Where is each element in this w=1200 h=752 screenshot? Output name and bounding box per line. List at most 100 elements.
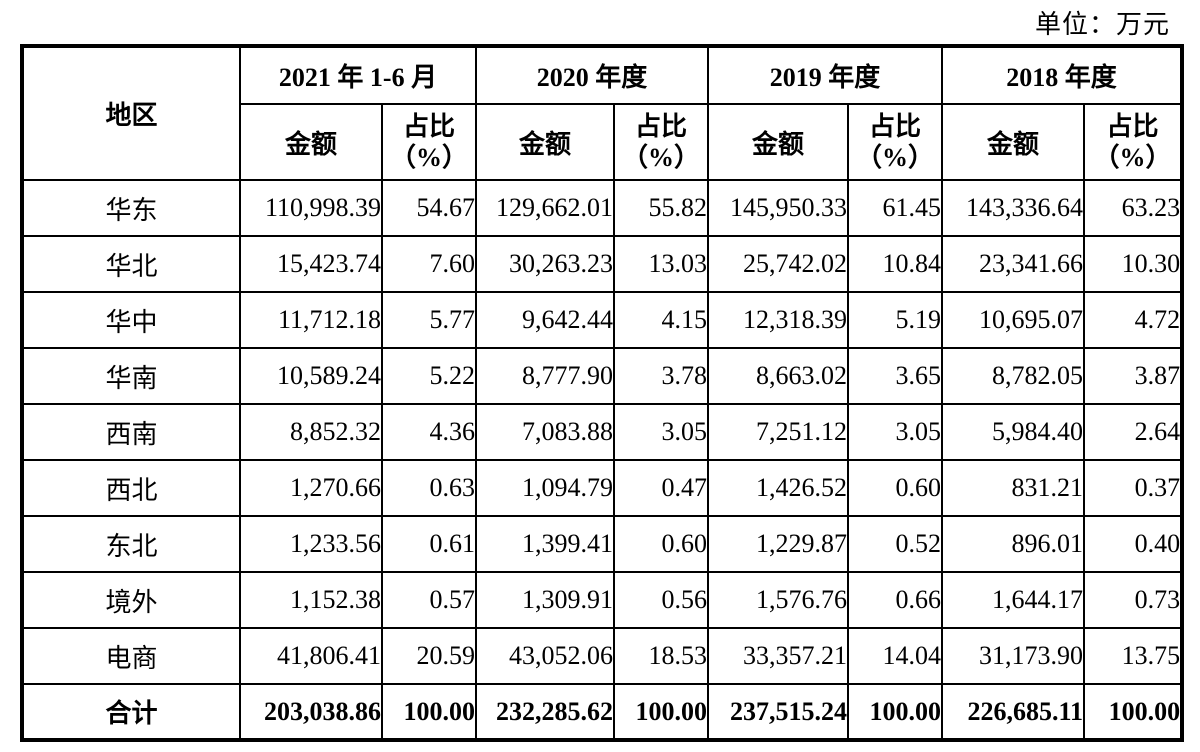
region-cell: 西南 [21,403,241,461]
ratio-cell: 0.66 [847,571,944,629]
ratio-cell: 18.53 [613,627,710,685]
table-row: 电商 41,806.41 20.59 43,052.06 18.53 33,357.21 1… [21,627,1184,685]
amount-cell: 30,263.23 [475,235,616,293]
region-cell: 电商 [21,627,241,685]
amount-cell: 1,399.41 [475,515,616,573]
amount-cell: 110,998.39 [239,179,383,237]
amount-cell: 31,173.90 [941,627,1086,685]
amount-cell: 226,685.11 [941,683,1086,741]
amount-cell: 15,423.74 [239,235,383,293]
ratio-cell: 0.60 [847,459,944,517]
amount-cell: 1,576.76 [707,571,850,629]
ratio-header-unit: （%） [622,143,701,172]
ratio-cell: 5.22 [380,347,478,405]
ratio-cell: 0.37 [1083,459,1184,517]
ratio-cell: 5.77 [380,291,478,349]
ratio-cell: 100.00 [613,683,710,741]
ratio-cell: 63.23 [1083,179,1184,237]
table-row: 华东 110,998.39 54.67 129,662.01 55.82 145,950.… [21,179,1184,237]
ratio-cell: 3.87 [1083,347,1184,405]
amount-cell: 1,426.52 [707,459,850,517]
amount-cell: 9,642.44 [475,291,616,349]
amount-cell: 5,984.40 [941,403,1086,461]
ratio-cell: 61.45 [847,179,944,237]
ratio-cell: 100.00 [1083,683,1184,741]
amount-cell: 23,341.66 [941,235,1086,293]
amount-cell: 1,309.91 [475,571,616,629]
ratio-column-header: 占比 （%） [613,103,710,181]
table-row: 境外 1,152.38 0.57 1,309.91 0.56 1,576.76 0.66 1,… [21,571,1184,629]
amount-cell: 1,233.56 [239,515,383,573]
ratio-cell: 0.60 [613,515,710,573]
table-header: 地区 2021 年 1-6 月 2020 年度 2019 年度 2018 年度 … [21,45,1184,181]
ratio-cell: 3.05 [847,403,944,461]
ratio-header-text: 占比 [869,111,922,141]
table-row: 华北 15,423.74 7.60 30,263.23 13.03 25,742.02 10… [21,235,1184,293]
ratio-cell: 10.84 [847,235,944,293]
period-header-2019: 2019 年度 [707,45,944,105]
ratio-cell: 55.82 [613,179,710,237]
ratio-cell: 3.65 [847,347,944,405]
region-cell: 华东 [21,179,241,237]
table-row: 华南 10,589.24 5.22 8,777.90 3.78 8,663.02 3.65 8… [21,347,1184,405]
region-column-header: 地区 [21,45,241,181]
ratio-cell: 0.56 [613,571,710,629]
ratio-header-unit: （%） [390,143,469,172]
ratio-cell: 0.63 [380,459,478,517]
amount-column-header: 金额 [941,103,1086,181]
region-cell: 东北 [21,515,241,573]
region-cell: 境外 [21,571,241,629]
ratio-cell: 3.78 [613,347,710,405]
ratio-cell: 4.72 [1083,291,1184,349]
region-cell: 合计 [21,683,241,741]
amount-cell: 7,251.12 [707,403,850,461]
amount-cell: 41,806.41 [239,627,383,685]
amount-cell: 1,152.38 [239,571,383,629]
amount-cell: 33,357.21 [707,627,850,685]
ratio-cell: 2.64 [1083,403,1184,461]
amount-cell: 1,270.66 [239,459,383,517]
unit-label: 单位：万元 [1034,10,1170,39]
amount-cell: 10,695.07 [941,291,1086,349]
amount-cell: 25,742.02 [707,235,850,293]
period-header-row: 地区 2021 年 1-6 月 2020 年度 2019 年度 2018 年度 [21,45,1184,181]
ratio-cell: 13.75 [1083,627,1184,685]
table-row: 华中 11,712.18 5.77 9,642.44 4.15 12,318.39 5.19… [21,291,1184,349]
ratio-column-header: 占比 （%） [380,103,478,181]
amount-column-header: 金额 [475,103,616,181]
amount-cell: 8,663.02 [707,347,850,405]
revenue-by-region-table: 地区 2021 年 1-6 月 2020 年度 2019 年度 2018 年度 … [20,44,1185,742]
period-header-2021: 2021 年 1-6 月 [238,45,478,105]
ratio-header-text: 占比 [1106,111,1159,141]
ratio-cell: 3.05 [613,403,710,461]
table-body: 华东 110,998.39 54.67 129,662.01 55.82 145,950.… [21,179,1184,741]
amount-cell: 129,662.01 [475,179,616,237]
amount-cell: 11,712.18 [239,291,383,349]
ratio-cell: 0.47 [613,459,710,517]
amount-cell: 1,229.87 [707,515,850,573]
ratio-cell: 100.00 [380,683,478,741]
ratio-cell: 0.73 [1083,571,1184,629]
amount-cell: 896.01 [941,515,1086,573]
ratio-cell: 10.30 [1083,235,1184,293]
ratio-cell: 20.59 [380,627,478,685]
amount-cell: 7,083.88 [475,403,616,461]
subheader-row: 金额 占比 （%） 金额 占比 （%） 金额 占比 （%） 金额 占比 （%） [22,103,1184,181]
ratio-cell: 100.00 [847,683,944,741]
ratio-cell: 0.57 [380,571,478,629]
total-row: 合计 203,038.86 100.00 232,285.62 100.00 237,51… [21,683,1184,741]
period-header-2018: 2018 年度 [941,45,1184,105]
amount-column-header: 金额 [239,103,383,181]
ratio-cell: 0.52 [847,515,944,573]
region-cell: 西北 [21,459,241,517]
amount-cell: 43,052.06 [475,627,616,685]
amount-cell: 8,852.32 [239,403,383,461]
ratio-column-header: 占比 （%） [1083,103,1184,181]
ratio-cell: 5.19 [847,291,944,349]
ratio-column-header: 占比 （%） [847,103,944,181]
region-cell: 华南 [21,347,241,405]
region-cell: 华中 [21,291,241,349]
ratio-cell: 4.36 [380,403,478,461]
ratio-header-unit: （%） [1093,143,1172,172]
amount-cell: 143,336.64 [941,179,1086,237]
